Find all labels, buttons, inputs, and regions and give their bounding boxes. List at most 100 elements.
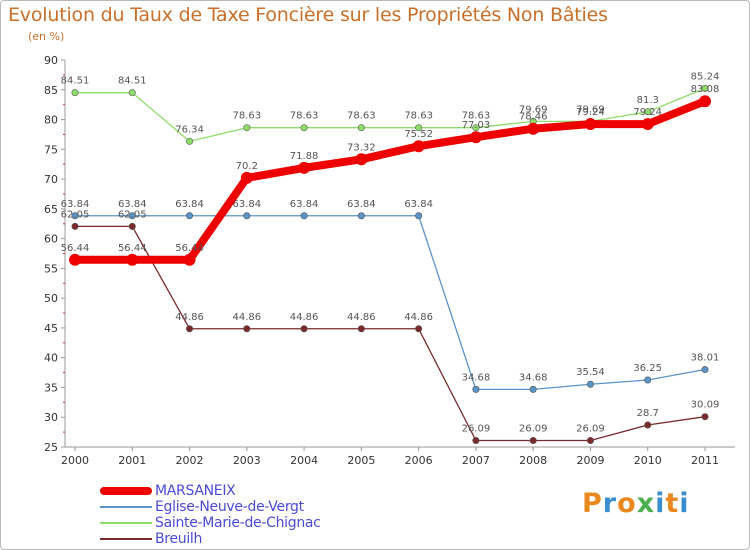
x-tick-label: 2010 (634, 454, 662, 467)
data-label-eglise-neuve-de-vergt: 34.68 (462, 372, 491, 383)
point-marsaneix (355, 153, 368, 166)
point-sainte-marie-de-chignac (357, 124, 365, 132)
data-label-marsaneix: 56.44 (175, 243, 204, 254)
data-label-marsaneix: 77.03 (462, 120, 491, 131)
data-label-breuilh: 26.09 (576, 424, 605, 435)
point-marsaneix (240, 171, 253, 184)
legend-label-marsaneix: MARSANEIX (155, 483, 236, 499)
data-label-sainte-marie-de-chignac: 79.69 (519, 104, 548, 115)
data-label-breuilh: 28.7 (637, 408, 659, 419)
legend-swatch-breuilh (100, 538, 152, 540)
data-label-eglise-neuve-de-vergt: 63.84 (175, 199, 204, 210)
point-marsaneix (298, 161, 311, 174)
unit-label: (en %) (28, 30, 65, 43)
logo-letter: x (636, 488, 656, 519)
point-eglise-neuve-de-vergt (701, 366, 709, 374)
point-eglise-neuve-de-vergt (71, 212, 79, 220)
y-tick-label: 25 (44, 441, 58, 454)
data-label-eglise-neuve-de-vergt: 63.84 (232, 199, 261, 210)
y-tick-label: 40 (44, 352, 58, 365)
proxiti-logo: Proxiti (582, 488, 690, 519)
data-label-breuilh: 30.09 (691, 400, 720, 411)
point-eglise-neuve-de-vergt (243, 212, 251, 220)
point-sainte-marie-de-chignac (415, 124, 423, 132)
data-label-marsaneix: 75.52 (404, 129, 433, 140)
data-label-breuilh: 62.05 (61, 209, 90, 220)
y-tick-label: 65 (44, 203, 58, 216)
data-label-marsaneix: 79.24 (576, 107, 605, 118)
data-label-breuilh: 44.86 (175, 312, 204, 323)
data-label-marsaneix: 83.08 (691, 84, 720, 95)
point-marsaneix (412, 140, 425, 153)
point-sainte-marie-de-chignac (701, 84, 709, 92)
point-sainte-marie-de-chignac (644, 108, 652, 116)
data-label-marsaneix: 70.2 (236, 161, 258, 172)
data-label-marsaneix: 56.44 (61, 243, 90, 254)
logo-letter: i (655, 488, 666, 519)
data-label-breuilh: 26.09 (519, 424, 548, 435)
data-label-breuilh: 44.86 (290, 312, 319, 323)
y-tick-label: 70 (44, 173, 58, 186)
data-label-marsaneix: 56.44 (118, 243, 147, 254)
data-label-marsaneix: 79.24 (633, 107, 662, 118)
data-label-eglise-neuve-de-vergt: 63.84 (347, 199, 376, 210)
y-tick-label: 35 (44, 381, 58, 394)
point-breuilh (586, 437, 594, 445)
data-label-eglise-neuve-de-vergt: 35.54 (576, 367, 605, 378)
data-label-sainte-marie-de-chignac: 78.63 (462, 111, 491, 122)
legend-label-breuilh: Breuilh (155, 531, 203, 547)
data-label-sainte-marie-de-chignac: 76.34 (175, 124, 204, 135)
point-marsaneix (527, 122, 540, 135)
logo-letter: r (602, 488, 618, 519)
data-label-breuilh: 44.86 (347, 312, 376, 323)
point-sainte-marie-de-chignac (128, 89, 136, 97)
point-eglise-neuve-de-vergt (472, 385, 480, 393)
data-label-sainte-marie-de-chignac: 78.63 (404, 111, 433, 122)
legend-swatch-sainte-marie-de-chignac (100, 522, 152, 524)
data-label-eglise-neuve-de-vergt: 63.84 (118, 199, 147, 210)
x-tick-label: 2004 (290, 454, 318, 467)
data-label-breuilh: 26.09 (462, 424, 491, 435)
data-label-marsaneix: 78.46 (519, 112, 548, 123)
logo-letter: i (679, 488, 690, 519)
point-breuilh (71, 222, 79, 230)
x-tick-label: 2006 (405, 454, 433, 467)
data-label-sainte-marie-de-chignac: 79.69 (576, 104, 605, 115)
point-breuilh (529, 437, 537, 445)
data-label-sainte-marie-de-chignac: 78.63 (290, 111, 319, 122)
logo-letter: o (617, 488, 637, 519)
point-sainte-marie-de-chignac (71, 89, 79, 97)
point-breuilh (415, 325, 423, 333)
data-label-sainte-marie-de-chignac: 78.63 (347, 111, 376, 122)
y-tick-label: 55 (44, 262, 58, 275)
data-label-eglise-neuve-de-vergt: 63.84 (404, 199, 433, 210)
point-marsaneix (641, 118, 654, 131)
x-tick-label: 2002 (176, 454, 204, 467)
point-breuilh (472, 437, 480, 445)
chart-title: Evolution du Taux de Taxe Foncière sur l… (8, 4, 608, 26)
y-tick-label: 30 (44, 411, 58, 424)
y-tick-label: 75 (44, 143, 58, 156)
data-label-eglise-neuve-de-vergt: 63.84 (61, 199, 90, 210)
data-label-sainte-marie-de-chignac: 81.3 (637, 95, 659, 106)
y-tick-label: 60 (44, 233, 58, 246)
legend-swatch-marsaneix (100, 487, 152, 495)
series-line-eglise-neuve-de-vergt (74, 215, 706, 391)
point-marsaneix (126, 253, 139, 266)
point-marsaneix (69, 253, 81, 266)
x-tick-label: 2007 (462, 454, 490, 467)
logo-letter: t (665, 488, 680, 519)
legend-label-sainte-marie-de-chignac: Sainte-Marie-de-Chignac (155, 515, 321, 531)
data-label-eglise-neuve-de-vergt: 38.01 (691, 353, 720, 364)
y-tick-label: 85 (44, 84, 58, 97)
y-tick-label: 45 (44, 322, 58, 335)
x-tick-label: 2009 (576, 454, 604, 467)
data-label-eglise-neuve-de-vergt: 34.68 (519, 372, 548, 383)
data-label-eglise-neuve-de-vergt: 63.84 (290, 199, 319, 210)
legend-swatch-eglise-neuve-de-vergt (100, 506, 152, 508)
point-sainte-marie-de-chignac (472, 124, 480, 132)
logo-letter: P (582, 488, 603, 519)
point-marsaneix (699, 95, 711, 108)
